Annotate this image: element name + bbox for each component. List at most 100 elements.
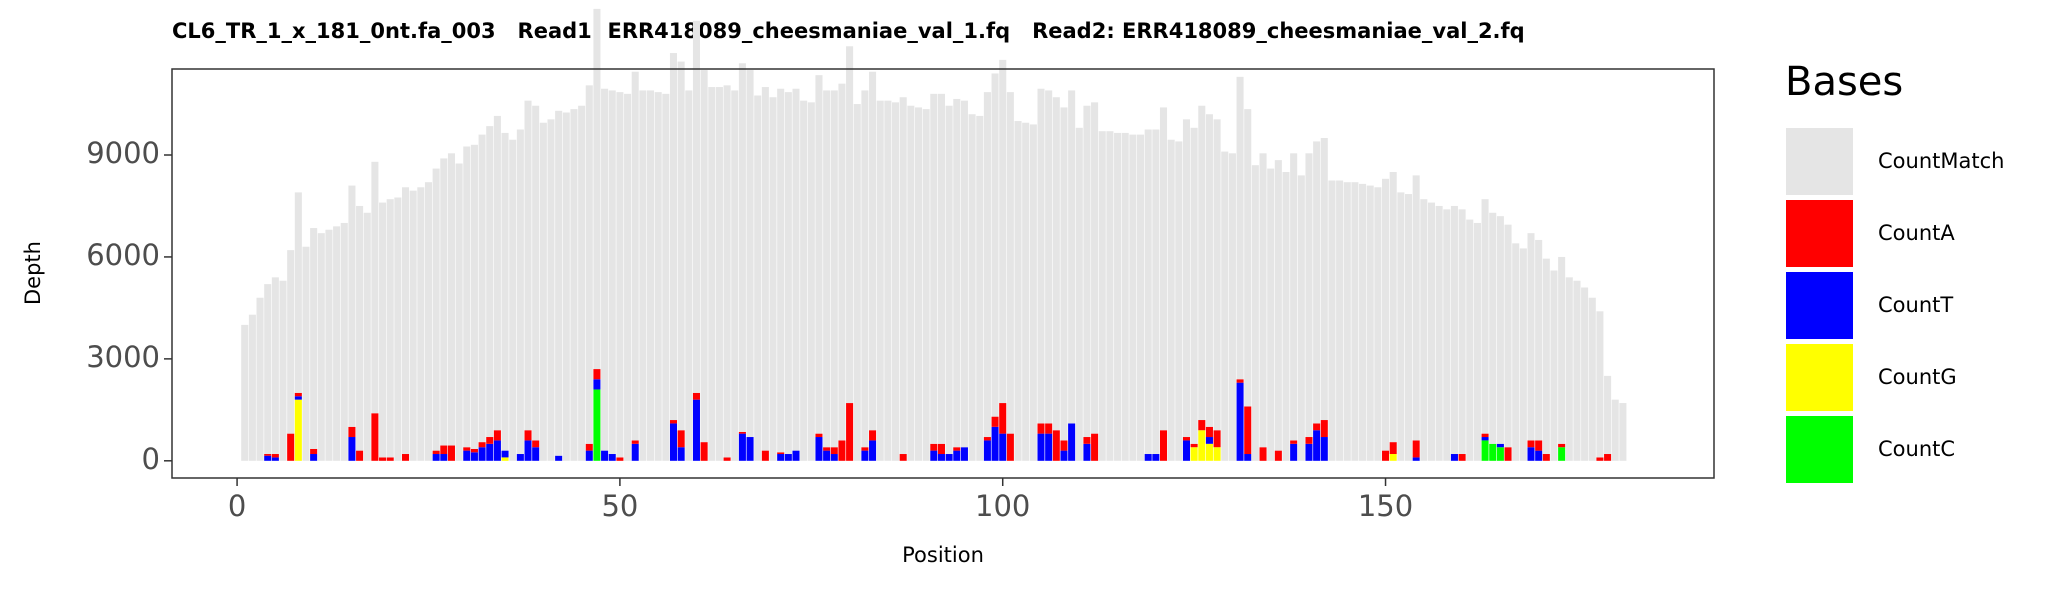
bar-segment [1366, 185, 1374, 461]
bar-segment [677, 61, 685, 431]
bar-segment [823, 90, 831, 448]
bar-segment [945, 105, 953, 455]
bar-segment [937, 454, 945, 461]
bar-segment [983, 92, 991, 438]
bar-segment [1604, 375, 1612, 455]
bar-segment [800, 100, 808, 461]
bar-segment [333, 226, 341, 461]
bar-segment [1075, 127, 1083, 461]
bar-segment [1458, 209, 1466, 455]
bar-segment [608, 90, 616, 455]
bar-segment [922, 109, 930, 461]
legend-key [1786, 128, 1853, 195]
bar-segment [631, 443, 639, 461]
bar-segment [1389, 171, 1397, 443]
bar-segment [310, 228, 318, 449]
bar-segment [1159, 107, 1168, 431]
bar-segment [348, 185, 356, 427]
y-tick-label: 9000 [86, 136, 160, 170]
bar-segment [302, 246, 310, 461]
bar-segment [1052, 97, 1060, 431]
bar-segment [1213, 119, 1221, 431]
bar-segment [1198, 430, 1206, 461]
bar-segment [555, 455, 563, 461]
bar-segment [777, 88, 785, 453]
bar-segment [1037, 433, 1045, 461]
bar-segment [1152, 129, 1160, 455]
bar-segment [601, 88, 609, 451]
bar-segment [830, 454, 838, 461]
bar-segment [1205, 437, 1213, 444]
bar-segment [1389, 454, 1397, 461]
bar-segment [1167, 139, 1175, 461]
bar-segment [669, 420, 678, 424]
bar-segment [524, 100, 532, 431]
bar-segment [478, 134, 486, 443]
bar-segment [562, 112, 570, 461]
bar-segment [1282, 171, 1290, 461]
bar-segment [1412, 440, 1420, 458]
bar-segment [639, 90, 647, 461]
bar-segment [386, 199, 394, 458]
bar-segment [555, 110, 563, 456]
bar-segment [769, 97, 777, 461]
bar-segment [317, 233, 325, 461]
bar-segment [861, 450, 869, 461]
legend-key [1786, 272, 1853, 339]
bar-segment [470, 448, 478, 453]
bar-segment [1496, 216, 1504, 444]
bar-segment [899, 454, 907, 461]
bar-segment [976, 115, 984, 461]
bar-segment [991, 426, 999, 461]
bar-segment [241, 324, 249, 461]
bar-segment [1458, 454, 1466, 461]
bar-segment [1060, 440, 1068, 451]
bar-segment [287, 433, 295, 461]
bar-segment [869, 71, 877, 431]
bar-segment [738, 431, 746, 434]
bar-segment [294, 399, 302, 461]
y-axis-label: Depth [21, 241, 45, 305]
bar-segment [371, 161, 379, 414]
x-tick-label: 100 [975, 489, 1030, 523]
bar-segment [470, 144, 478, 449]
legend-label: CountA [1878, 221, 1955, 245]
bar-segment [983, 437, 991, 441]
bar-segment [746, 70, 754, 438]
bar-segment [861, 90, 869, 448]
bar-segment [1336, 180, 1344, 461]
bar-segment [539, 122, 547, 461]
bar-segment [777, 452, 785, 455]
bar-segment [738, 433, 746, 461]
bar-segment [1083, 437, 1091, 444]
bar-segment [379, 202, 387, 458]
bar-segment [363, 212, 371, 461]
bar-segment [624, 93, 632, 461]
plot-border [171, 68, 1715, 479]
bar-segment [310, 454, 318, 461]
bar-segment [616, 92, 624, 458]
bar-segment [1290, 443, 1298, 461]
bar-segment [1581, 287, 1589, 461]
bar-segment [1083, 443, 1091, 461]
bar-segment [516, 129, 524, 455]
bar-segment [463, 447, 471, 451]
bar-segment [746, 437, 754, 461]
legend-key [1786, 200, 1853, 267]
bar-segment [1068, 423, 1076, 461]
x-tick-label: 150 [1358, 489, 1413, 523]
bar-segment [264, 454, 272, 456]
bar-segment [409, 190, 417, 461]
bar-segment [470, 452, 478, 461]
bar-segment [1029, 124, 1037, 461]
bar-segment [340, 222, 348, 461]
bar-segment [486, 437, 494, 444]
bar-segment [1129, 134, 1137, 461]
bar-segment [264, 284, 272, 455]
bar-segment [294, 192, 302, 393]
bar-segment [271, 454, 279, 458]
bar-segment [1558, 447, 1566, 461]
bar-segment [960, 100, 968, 448]
bar-segment [1382, 450, 1390, 461]
bar-segment [1290, 153, 1298, 441]
